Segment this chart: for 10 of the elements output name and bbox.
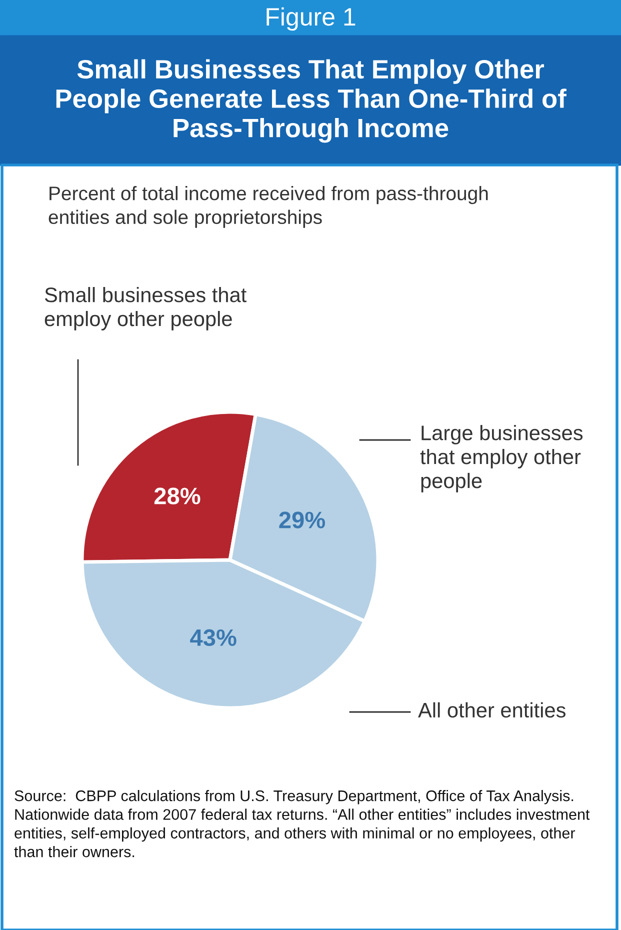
data-label: 28% xyxy=(154,488,200,504)
caption: Figure 1 xyxy=(266,7,356,31)
chart-title: Small Businesses That Employ Other People Generate Less Than One-Third of Pass-Through Income xyxy=(56,59,566,143)
source-note: Source: CBPP calculations from U.S. Treasury Department, Office of Tax Analysis. Nationwide data from 2007 federal tax returns. “All other entities” includes investment entities, self-employed contractors, and others with minimal or no employees, other than their owners. xyxy=(14,790,590,858)
chart-subtitle: Percent of total income received from pass-through entities and sole proprietorships xyxy=(48,186,488,228)
slice-label: All other entities xyxy=(418,702,566,718)
data-label: 43% xyxy=(190,629,236,646)
data-label: 29% xyxy=(279,512,326,528)
slice-label: Small businesses that employ other people xyxy=(44,287,246,330)
slice-label: Large businesses that employ other people xyxy=(420,425,583,492)
